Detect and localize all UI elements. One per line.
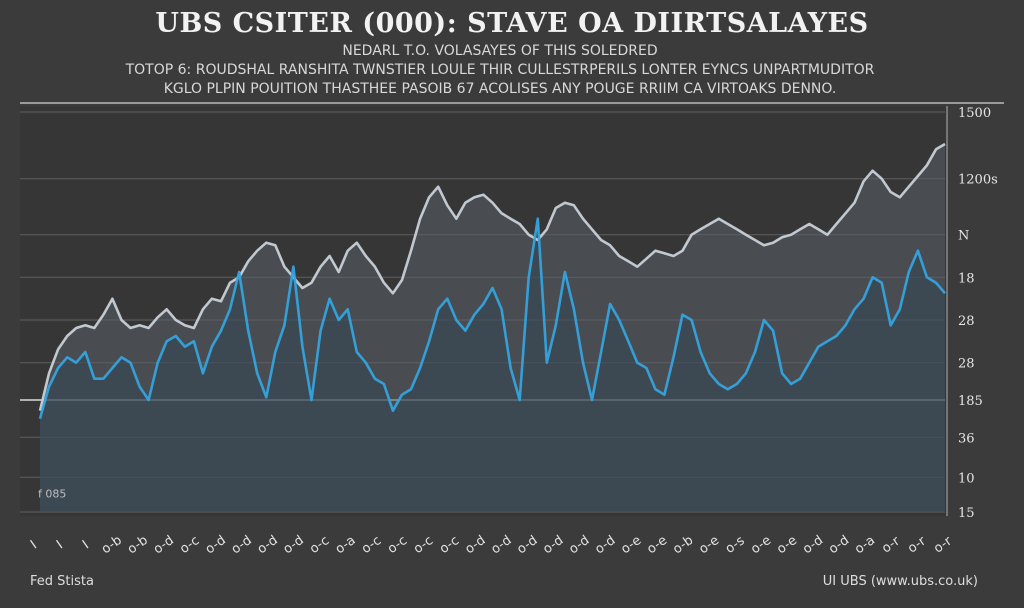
- y-tick-label: 18: [958, 271, 975, 286]
- x-tick-label: o-d: [151, 533, 177, 557]
- subtitle-line-1: NEDARL T.O. VOLASAYES OF THIS SOLEDRED: [342, 43, 658, 59]
- header-divider: [20, 102, 1004, 104]
- x-tick-label: o-c: [177, 533, 202, 557]
- y-tick-label-left: f 085: [38, 487, 66, 500]
- subtitle-line-2: TOTOP 6: ROUDSHAL RANSHITA TWNSTIER LOUL…: [125, 62, 875, 78]
- y-tick-label: 1500: [958, 106, 991, 121]
- x-tick-label: o-c: [411, 533, 436, 557]
- x-tick-label: I: [80, 538, 92, 552]
- x-tick-label: o-b: [99, 533, 125, 557]
- subtitle-line-3: KGLO PLPIN POUITION THASTHEE PASOIB 67 A…: [163, 81, 837, 97]
- x-tick-label: o-c: [307, 533, 332, 557]
- series-line-1: [38, 142, 946, 412]
- chart-title: UBS CSITER (000): STAVE OA DIIRTSALAYES: [155, 8, 869, 39]
- y-tick-label: 10: [958, 471, 975, 486]
- y-axis-ticks: 1500 1200s N 18 28 28 185 36 10 15 f 085: [38, 106, 998, 521]
- x-tick-label: o-e: [696, 533, 722, 557]
- footer-source-left: Fed Stista: [30, 574, 94, 589]
- x-tick-label: o-a: [852, 533, 878, 557]
- x-tick-label: o-d: [800, 533, 826, 557]
- x-tick-label: o-r: [879, 533, 903, 556]
- x-tick-label: o-e: [748, 533, 774, 557]
- x-tick-label: o-c: [437, 533, 462, 557]
- series-areas: [40, 144, 945, 512]
- series-lines: [38, 142, 946, 420]
- x-tick-label: o-a: [333, 533, 359, 557]
- x-tick-label: o-b: [125, 533, 151, 557]
- x-tick-label: o-r: [931, 533, 955, 556]
- x-tick-label: o-d: [592, 533, 618, 557]
- x-tick-label: o-e: [618, 533, 644, 557]
- x-tick-label: o-d: [514, 533, 540, 557]
- x-tick-label: o-d: [229, 533, 255, 557]
- series-area-2: [40, 218, 945, 512]
- chart-subtitle: NEDARL T.O. VOLASAYES OF THIS SOLEDRED T…: [0, 42, 1000, 99]
- x-tick-label: o-e: [644, 533, 670, 557]
- y-tick-label: N: [958, 229, 969, 244]
- x-tick-label: o-e: [774, 533, 800, 557]
- x-tick-label: o-d: [203, 533, 229, 557]
- y-tick-label: 1200s: [958, 173, 998, 188]
- x-tick-label: I: [28, 538, 40, 552]
- x-tick-label: o-c: [385, 533, 410, 557]
- series-line-2: [38, 217, 946, 420]
- footer-source-right: UI UBS (www.ubs.co.uk): [822, 574, 978, 589]
- y-tick-label: 15: [958, 506, 975, 521]
- x-tick-label: o-d: [281, 533, 307, 557]
- x-tick-label: o-d: [489, 533, 515, 557]
- x-tick-label: o-r: [905, 533, 929, 556]
- x-tick-label: o-b: [670, 533, 696, 557]
- y-tick-label: 185: [958, 394, 983, 409]
- y-tick-label: 28: [958, 314, 975, 329]
- x-tick-label: o-c: [359, 533, 384, 557]
- x-tick-label: o-d: [826, 533, 852, 557]
- x-tick-label: I: [54, 538, 66, 552]
- x-tick-label: o-d: [463, 533, 489, 557]
- x-tick-label: o-d: [255, 533, 281, 557]
- y-tick-label: 36: [958, 431, 975, 446]
- x-tick-label: o-d: [566, 533, 592, 557]
- x-tick-label: o-d: [540, 533, 566, 557]
- y-tick-label: 28: [958, 357, 975, 372]
- x-tick-label: o-s: [723, 533, 748, 557]
